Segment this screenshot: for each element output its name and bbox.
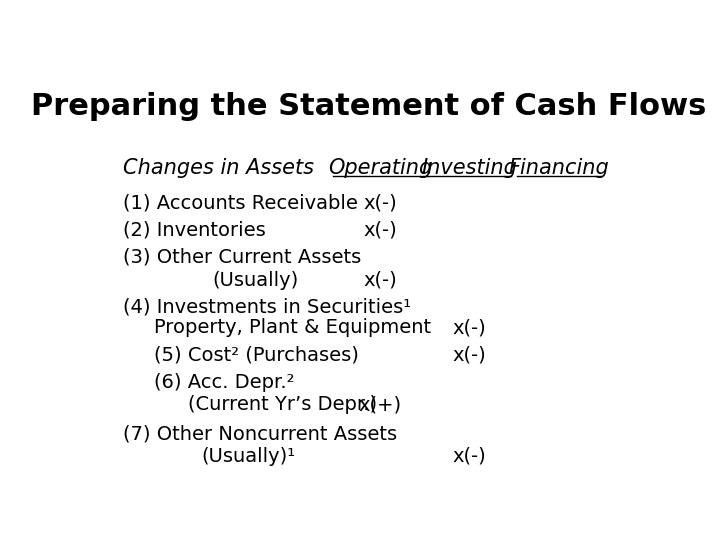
Text: (4) Investments in Securities¹: (4) Investments in Securities¹ [124, 298, 412, 316]
Text: x(-): x(-) [364, 221, 397, 240]
Text: Changes in Assets: Changes in Assets [124, 158, 315, 178]
Text: Preparing the Statement of Cash Flows: Preparing the Statement of Cash Flows [31, 92, 707, 121]
Text: x(+): x(+) [359, 395, 402, 414]
Text: x(-): x(-) [453, 447, 486, 465]
Text: (5) Cost² (Purchases): (5) Cost² (Purchases) [154, 346, 359, 365]
Text: (2) Inventories: (2) Inventories [124, 221, 266, 240]
Text: x(-): x(-) [364, 194, 397, 213]
Text: (Current Yr’s Depr.): (Current Yr’s Depr.) [188, 395, 377, 414]
Text: Property, Plant & Equipment: Property, Plant & Equipment [154, 319, 431, 338]
Text: x(-): x(-) [453, 346, 486, 365]
Text: Operating: Operating [328, 158, 432, 178]
Text: x(-): x(-) [453, 319, 486, 338]
Text: (6) Acc. Depr.²: (6) Acc. Depr.² [154, 373, 294, 393]
Text: Financing: Financing [508, 158, 609, 178]
Text: (3) Other Current Assets: (3) Other Current Assets [124, 248, 361, 267]
Text: Investing: Investing [421, 158, 518, 178]
Text: x(-): x(-) [364, 271, 397, 289]
Text: (1) Accounts Receivable: (1) Accounts Receivable [124, 194, 359, 213]
Text: (Usually)¹: (Usually)¹ [202, 447, 296, 465]
Text: (7) Other Noncurrent Assets: (7) Other Noncurrent Assets [124, 424, 397, 443]
Text: (Usually): (Usually) [213, 271, 299, 289]
